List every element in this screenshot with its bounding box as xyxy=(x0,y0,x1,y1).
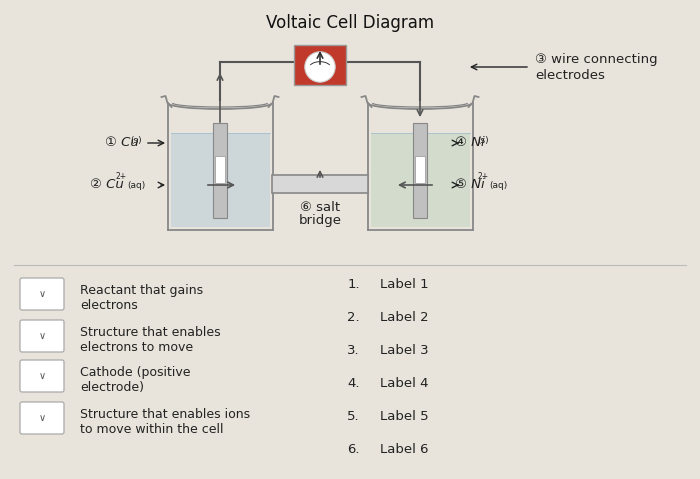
Text: Label 6: Label 6 xyxy=(380,443,428,456)
Polygon shape xyxy=(215,156,225,183)
Text: ⑥ salt: ⑥ salt xyxy=(300,201,340,214)
Text: Structure that enables ions: Structure that enables ions xyxy=(80,408,250,421)
Text: (s): (s) xyxy=(477,136,489,145)
Polygon shape xyxy=(370,133,470,227)
Text: ② Cu: ② Cu xyxy=(90,179,124,192)
Text: ④ Ni: ④ Ni xyxy=(455,137,484,149)
Text: (s): (s) xyxy=(130,136,141,145)
Text: ∨: ∨ xyxy=(38,413,46,423)
Text: Structure that enables: Structure that enables xyxy=(80,326,220,339)
Polygon shape xyxy=(171,133,270,227)
Text: ∨: ∨ xyxy=(38,371,46,381)
Text: to move within the cell: to move within the cell xyxy=(80,423,223,436)
Text: (aq): (aq) xyxy=(489,181,508,190)
Bar xyxy=(272,175,368,193)
Polygon shape xyxy=(213,123,227,218)
FancyBboxPatch shape xyxy=(20,360,64,392)
Text: 3.: 3. xyxy=(347,344,360,357)
Text: ⑤ Ni: ⑤ Ni xyxy=(455,179,484,192)
Text: ∨: ∨ xyxy=(38,331,46,341)
Text: electrons to move: electrons to move xyxy=(80,341,193,354)
Text: 5.: 5. xyxy=(347,410,360,423)
Text: 2+: 2+ xyxy=(478,172,489,181)
Text: Label 5: Label 5 xyxy=(380,410,428,423)
Text: electrode): electrode) xyxy=(80,381,144,394)
Text: 1.: 1. xyxy=(347,278,360,291)
Text: (aq): (aq) xyxy=(127,181,146,190)
Text: Reactant that gains: Reactant that gains xyxy=(80,284,203,297)
Text: electrodes: electrodes xyxy=(535,68,605,81)
Polygon shape xyxy=(415,156,425,183)
Text: Label 2: Label 2 xyxy=(380,311,428,324)
FancyBboxPatch shape xyxy=(294,45,346,85)
Text: Label 1: Label 1 xyxy=(380,278,428,291)
Polygon shape xyxy=(413,123,427,218)
Text: ③ wire connecting: ③ wire connecting xyxy=(535,53,657,66)
Text: ① Cu: ① Cu xyxy=(105,137,139,149)
Text: ∨: ∨ xyxy=(38,289,46,299)
Text: Label 3: Label 3 xyxy=(380,344,428,357)
Text: Label 4: Label 4 xyxy=(380,377,428,390)
Circle shape xyxy=(304,52,335,82)
Text: Voltaic Cell Diagram: Voltaic Cell Diagram xyxy=(266,14,434,32)
Text: 6.: 6. xyxy=(347,443,360,456)
Text: bridge: bridge xyxy=(298,214,342,227)
Text: 2.: 2. xyxy=(347,311,360,324)
FancyBboxPatch shape xyxy=(20,320,64,352)
Text: 4.: 4. xyxy=(347,377,360,390)
Text: electrons: electrons xyxy=(80,299,138,312)
FancyBboxPatch shape xyxy=(20,278,64,310)
FancyBboxPatch shape xyxy=(20,402,64,434)
Text: 2+: 2+ xyxy=(116,172,127,181)
Text: Cathode (positive: Cathode (positive xyxy=(80,366,190,379)
